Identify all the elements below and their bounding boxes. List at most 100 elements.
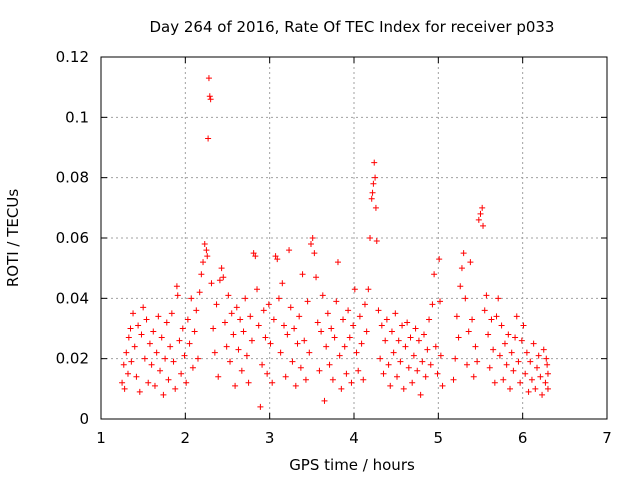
data-point [528, 376, 535, 383]
data-point [281, 322, 288, 329]
data-point [254, 286, 261, 293]
data-point [311, 250, 318, 257]
data-point [437, 298, 444, 305]
data-point [462, 295, 469, 302]
data-point [397, 358, 404, 365]
y-tick-label: 0.06 [56, 229, 89, 247]
data-point [123, 349, 130, 356]
x-tick-label: 7 [602, 429, 612, 447]
data-point [282, 373, 289, 380]
data-point [318, 328, 325, 335]
data-point [167, 343, 174, 350]
data-point [243, 352, 250, 359]
data-point [158, 334, 165, 341]
data-point [324, 310, 331, 317]
data-point [141, 355, 148, 362]
tick-labels: 1 2 3 4 5 6 7 0 0.02 0.04 0.06 0.08 0.1 0.12 [56, 48, 612, 447]
data-point [260, 307, 267, 314]
data-point [356, 313, 363, 320]
data-point [455, 334, 462, 341]
data-point [380, 370, 387, 377]
data-point [267, 340, 274, 347]
data-point [119, 379, 126, 386]
data-point [407, 334, 414, 341]
data-point [388, 328, 395, 335]
data-point [340, 316, 347, 323]
data-point [125, 334, 132, 341]
data-point [410, 352, 417, 359]
data-point [367, 235, 374, 241]
y-tick-label: 0.1 [65, 108, 89, 126]
data-point [405, 364, 412, 371]
data-point [375, 307, 382, 314]
data-point [299, 271, 306, 278]
data-point [178, 370, 185, 377]
data-point [194, 355, 201, 362]
data-point [216, 277, 223, 284]
data-point [291, 325, 298, 332]
data-point [248, 337, 255, 344]
data-point [510, 367, 517, 374]
data-point [136, 388, 143, 395]
data-point [439, 382, 446, 389]
x-tick-label: 6 [518, 429, 528, 447]
data-point [488, 316, 495, 323]
data-point [191, 328, 198, 335]
data-point [225, 292, 232, 299]
data-point [186, 340, 193, 347]
data-point [140, 304, 147, 311]
data-point [518, 337, 525, 344]
data-point [211, 349, 218, 356]
data-point [313, 274, 320, 281]
data-point [120, 361, 127, 368]
data-point [333, 298, 340, 305]
x-tick-label: 5 [434, 429, 444, 447]
data-point [453, 313, 460, 320]
x-axis-label: GPS time / hours [289, 456, 415, 474]
data-point [404, 319, 411, 326]
data-point [193, 307, 200, 314]
data-point [176, 337, 183, 344]
data-point [513, 313, 520, 320]
data-point [358, 340, 365, 347]
data-point [390, 349, 397, 356]
data-point [213, 301, 220, 308]
data-point [160, 391, 167, 398]
data-point [307, 241, 314, 248]
data-point [309, 235, 316, 241]
data-point [496, 352, 503, 359]
data-point [385, 361, 392, 368]
data-point [490, 346, 497, 353]
data-point [469, 316, 476, 323]
data-point [544, 385, 551, 392]
data-point [377, 355, 384, 362]
data-point [501, 340, 508, 347]
y-tick-label: 0 [79, 410, 89, 428]
data-point [361, 301, 368, 308]
data-point [525, 388, 532, 395]
data-point [477, 210, 484, 217]
data-point [378, 322, 385, 329]
data-point [544, 370, 551, 377]
x-tick-label: 4 [349, 429, 359, 447]
data-point [503, 361, 510, 368]
data-point [306, 349, 313, 356]
data-point [235, 346, 242, 353]
data-point [157, 367, 164, 374]
y-tick-label: 0.04 [56, 289, 89, 307]
data-points [119, 75, 551, 410]
data-point [368, 195, 375, 202]
data-point [286, 247, 293, 254]
data-point [208, 280, 215, 287]
data-point [345, 307, 352, 314]
data-point [302, 376, 309, 383]
data-point [331, 334, 338, 341]
data-point [292, 382, 299, 389]
data-point [279, 280, 286, 287]
data-point [204, 253, 211, 260]
data-point [422, 373, 429, 380]
data-point [296, 313, 303, 320]
data-point [323, 343, 330, 350]
data-point [371, 159, 378, 166]
